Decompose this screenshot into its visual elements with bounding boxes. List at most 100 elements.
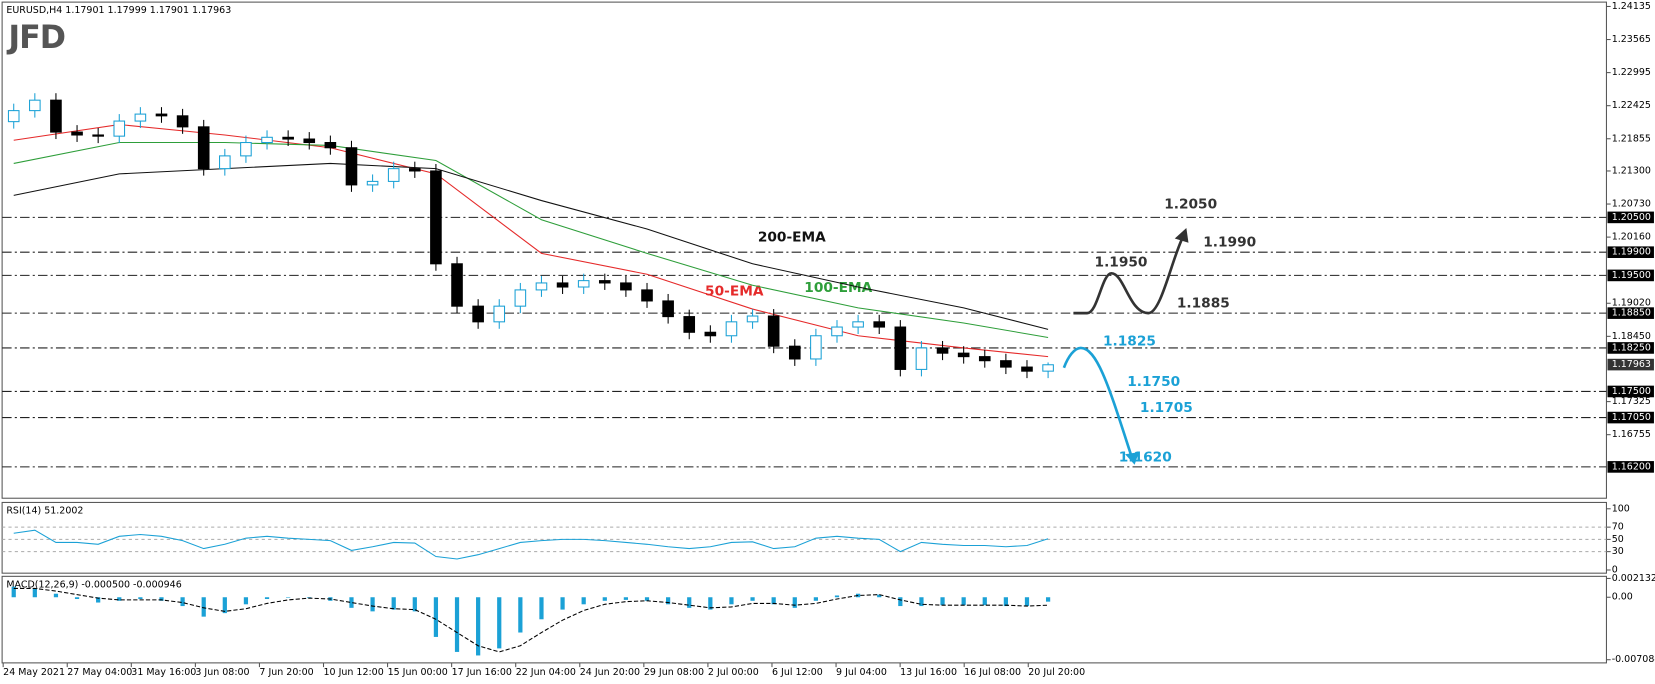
candle-body — [598, 280, 611, 284]
level-axis-label: 1.17050 — [1612, 412, 1651, 423]
level-axis-box — [1607, 246, 1654, 259]
macd-bar — [813, 597, 819, 601]
macd-bar — [1024, 597, 1030, 607]
candle-body — [704, 331, 717, 337]
candle-body — [451, 263, 463, 307]
candle-body — [197, 126, 210, 170]
macd-bar — [666, 597, 671, 605]
macd-bar — [412, 597, 417, 612]
bullish-scenario-arrow — [1073, 235, 1185, 315]
macd-bar — [11, 586, 16, 598]
candle-body — [556, 282, 569, 288]
symbol-header: EURUSD,H4 1.17901 1.17999 1.17901 1.1796… — [6, 5, 231, 16]
y-tick-label: 1.22995 — [1612, 67, 1651, 78]
level-axis-box — [1607, 411, 1654, 424]
macd-bar — [476, 597, 481, 656]
level-axis-box — [1607, 307, 1654, 319]
macd-bar — [560, 597, 565, 610]
last-price-label: 1.17963 — [1612, 359, 1651, 370]
macd-bar — [877, 594, 882, 598]
level-axis-label: 1.18850 — [1612, 308, 1651, 319]
macd-title: MACD(12,26,9) -0.000500 -0.000946 — [6, 579, 181, 590]
macd-bar — [792, 597, 797, 608]
level-axis-label: 1.19900 — [1612, 247, 1651, 258]
y-tick-label: 70 — [1612, 522, 1624, 533]
level-axis-label: 1.18250 — [1612, 342, 1651, 353]
level-axis-box — [1607, 461, 1654, 473]
level-axis-label: 1.17500 — [1612, 386, 1651, 397]
candle-body — [514, 289, 527, 307]
level-axis-label: 1.19500 — [1612, 270, 1651, 281]
price-panel — [1, 1, 1607, 499]
ema-line — [13, 162, 1049, 330]
macd-bar — [771, 597, 776, 605]
candle-body — [219, 155, 231, 170]
candle-body — [282, 136, 294, 140]
candle-body — [409, 168, 421, 172]
macd-bar — [159, 597, 164, 601]
macd-bar — [497, 597, 502, 649]
level-label: 1.1750 — [1127, 374, 1180, 390]
bearish-scenario-arrow — [1062, 346, 1133, 457]
candle-body — [746, 315, 759, 323]
macd-bar — [349, 597, 354, 608]
y-tick-label: 1.20730 — [1612, 199, 1651, 210]
level-label: 1.1705 — [1140, 400, 1193, 416]
macd-bar — [687, 597, 692, 608]
candle-body — [620, 282, 632, 291]
candle-body — [113, 120, 126, 137]
x-tick-label: 13 Jul 16:00 — [900, 667, 957, 678]
macd-bar — [708, 597, 713, 610]
macd-bar — [117, 597, 122, 601]
candle-body — [978, 356, 991, 362]
candle-body — [29, 99, 41, 112]
macd-panel — [1, 575, 1607, 664]
rsi-panel — [1, 501, 1607, 574]
candle-body — [767, 315, 780, 347]
macd-bar — [919, 597, 924, 607]
candle-body — [430, 170, 442, 265]
y-tick-label: 1.21855 — [1612, 133, 1651, 144]
candle-body — [535, 282, 548, 291]
macd-bar — [961, 597, 966, 606]
y-tick-label: 1.21300 — [1612, 165, 1651, 176]
macd-bar — [518, 597, 523, 633]
y-tick-label: -0.007084 — [1612, 654, 1655, 665]
y-tick-label: 1.19020 — [1612, 298, 1651, 309]
ema-line — [13, 142, 1049, 339]
macd-bar — [222, 597, 227, 614]
level-axis-box — [1607, 342, 1654, 354]
x-tick-label: 20 Jul 20:00 — [1028, 667, 1085, 678]
macd-bar — [96, 597, 101, 603]
ema-label: 200-EMA — [758, 229, 826, 245]
y-tick-label: 1.17325 — [1612, 396, 1651, 407]
candle-body — [1000, 360, 1012, 368]
candle-body — [831, 326, 843, 337]
x-tick-label: 24 Jun 20:00 — [580, 667, 640, 678]
x-tick-label: 6 Jul 12:00 — [772, 667, 823, 678]
candle-body — [915, 347, 928, 370]
level-label: 1.1885 — [1177, 296, 1230, 312]
candle-body — [50, 99, 62, 133]
macd-bar — [539, 597, 544, 620]
candle-body — [873, 321, 886, 328]
macd-bar — [264, 597, 270, 600]
macd-bar — [201, 597, 206, 617]
macd-bar — [138, 597, 143, 600]
macd-bar — [729, 597, 734, 605]
x-tick-label: 17 Jun 16:00 — [452, 667, 512, 678]
y-tick-label: 30 — [1612, 546, 1624, 557]
candle-body — [1021, 366, 1033, 372]
candle-body — [92, 134, 104, 137]
x-tick-label: 31 May 16:00 — [131, 667, 196, 678]
x-tick-label: 29 Jun 08:00 — [644, 667, 704, 678]
level-label: 1.2050 — [1164, 197, 1217, 213]
level-axis-box — [1607, 269, 1654, 282]
level-label: 1.1950 — [1095, 255, 1148, 271]
level-label: 1.1825 — [1103, 334, 1156, 350]
logo: JFD — [6, 20, 65, 56]
x-tick-label: 22 Jun 04:00 — [516, 667, 576, 678]
y-tick-label: 1.22425 — [1612, 100, 1651, 111]
